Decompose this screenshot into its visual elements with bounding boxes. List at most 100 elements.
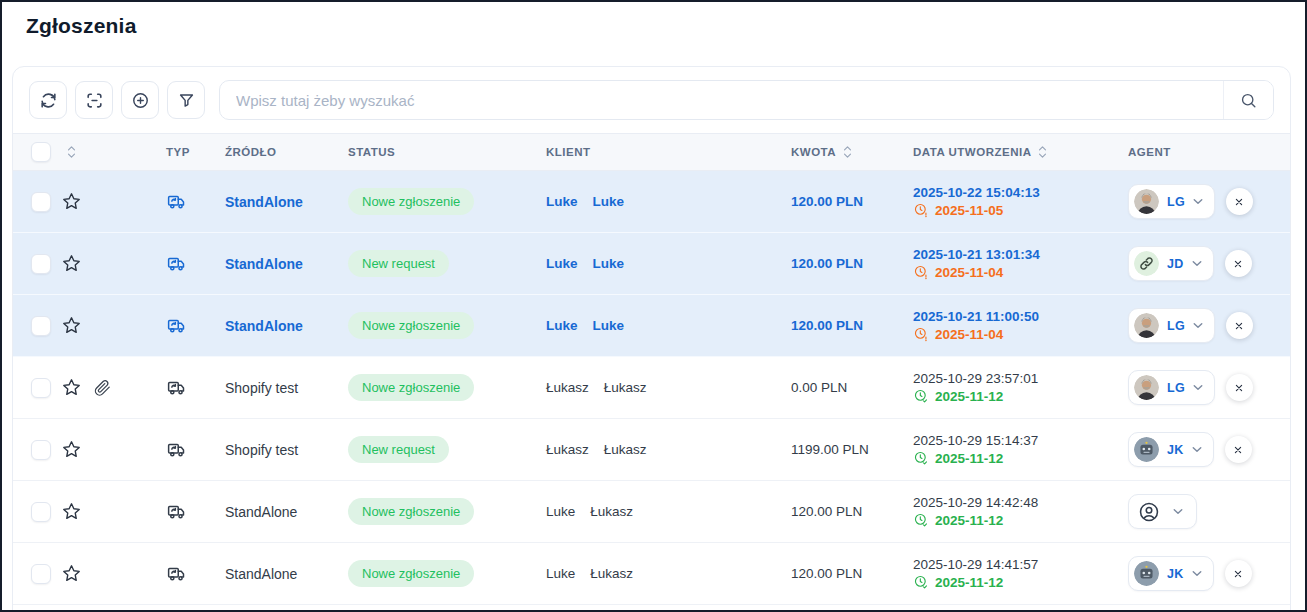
remove-agent-button[interactable] [1226, 374, 1253, 401]
agent-initials: JK [1167, 567, 1184, 581]
status-badge: New request [348, 436, 449, 463]
sort-icon [843, 145, 852, 159]
due-date-value: 2025-11-04 [935, 265, 1003, 280]
row-checkbox[interactable] [31, 378, 51, 398]
row-checkbox[interactable] [31, 316, 51, 336]
close-icon [1231, 257, 1245, 271]
due-date-value: 2025-11-12 [935, 451, 1003, 466]
column-status: STATUS [348, 146, 546, 158]
client-name: Luke Łukasz [546, 504, 791, 519]
column-agent: AGENT [1128, 146, 1290, 158]
clock-icon [913, 512, 929, 528]
due-date-value: 2025-11-04 [935, 327, 1003, 342]
star-icon[interactable] [61, 253, 82, 274]
agent-select[interactable]: JK [1128, 556, 1214, 591]
remove-agent-button[interactable] [1226, 188, 1253, 215]
row-checkbox[interactable] [31, 564, 51, 584]
due-date: 2025-11-04 [913, 264, 1128, 280]
due-date-value: 2025-11-12 [935, 513, 1003, 528]
truck-icon [166, 253, 187, 274]
refresh-button[interactable] [29, 81, 67, 119]
remove-agent-button[interactable] [1226, 312, 1253, 339]
agent-initials: LG [1167, 195, 1185, 209]
truck-icon [166, 501, 187, 522]
truck-icon [166, 377, 187, 398]
created-timestamp: 2025-10-29 15:14:37 [913, 433, 1128, 448]
client-last-name: Łukasz [604, 442, 647, 457]
star-icon[interactable] [61, 439, 82, 460]
amount-value: 0.00 PLN [791, 380, 913, 395]
amount-value: 120.00 PLN [791, 566, 913, 581]
requests-panel: TYP ŹRÓDŁO STATUS KLIENT KWOTA DATA UTWO… [12, 66, 1291, 612]
person-circle-icon [1138, 501, 1160, 523]
client-first-name: Luke [546, 318, 578, 333]
due-date: 2025-11-12 [913, 450, 1128, 466]
refresh-icon [39, 91, 58, 110]
source-label: Shopify test [225, 380, 348, 396]
row-checkbox[interactable] [31, 440, 51, 460]
sort-amount[interactable] [843, 145, 852, 159]
select-all-checkbox[interactable] [31, 142, 51, 162]
created-timestamp: 2025-10-21 13:01:34 [913, 247, 1128, 262]
agent-photo-avatar [1134, 375, 1159, 400]
client-first-name: Luke [546, 566, 575, 581]
search-input[interactable] [220, 81, 1223, 119]
star-icon[interactable] [61, 501, 82, 522]
client-last-name: Łukasz [590, 566, 633, 581]
close-icon [1232, 381, 1246, 395]
table-row[interactable]: StandAlone Nowe zgłoszenie Luke Luke 120… [13, 171, 1290, 233]
agent-select[interactable]: LG [1128, 184, 1215, 219]
star-icon[interactable] [61, 191, 82, 212]
star-icon[interactable] [61, 377, 82, 398]
sort-toggle[interactable] [67, 145, 76, 159]
client-last-name: Luke [593, 194, 625, 209]
table-row[interactable]: StandAlone Nowe zgłoszenie Luke Łukasz 1… [13, 481, 1290, 543]
star-icon[interactable] [61, 563, 82, 584]
close-icon [1231, 443, 1245, 457]
table-row[interactable]: StandAlone New request Luke Luke 120.00 … [13, 233, 1290, 295]
client-first-name: Luke [546, 194, 578, 209]
due-date: 2025-11-12 [913, 388, 1128, 404]
remove-agent-button[interactable] [1225, 250, 1252, 277]
row-checkbox[interactable] [31, 192, 51, 212]
remove-agent-button[interactable] [1225, 560, 1252, 587]
agent-photo-avatar [1134, 313, 1159, 338]
add-icon [131, 91, 150, 110]
agent-robot-avatar [1134, 437, 1159, 462]
sort-created[interactable] [1038, 145, 1047, 159]
remove-agent-button[interactable] [1225, 436, 1252, 463]
table-row[interactable]: Shopify test Nowe zgłoszenie Łukasz Łuka… [13, 357, 1290, 419]
clock-icon [913, 388, 929, 404]
table-row[interactable]: Shopify test New request Łukasz Łukasz 1… [13, 419, 1290, 481]
status-badge: Nowe zgłoszenie [348, 560, 474, 587]
table-row[interactable]: StandAlone Nowe zgłoszenie Luke Luke 120… [13, 295, 1290, 357]
agent-robot-avatar [1134, 561, 1159, 586]
add-button[interactable] [121, 81, 159, 119]
agent-initials: JD [1167, 257, 1184, 271]
star-icon[interactable] [61, 315, 82, 336]
table-body: StandAlone Nowe zgłoszenie Luke Luke 120… [13, 171, 1290, 605]
row-checkbox[interactable] [31, 254, 51, 274]
client-last-name: Łukasz [604, 380, 647, 395]
chevron-down-icon [1193, 198, 1203, 205]
client-first-name: Luke [546, 504, 575, 519]
status-badge: Nowe zgłoszenie [348, 188, 474, 215]
table-row[interactable]: StandAlone Nowe zgłoszenie Luke Łukasz 1… [13, 543, 1290, 605]
close-icon [1232, 195, 1246, 209]
row-checkbox[interactable] [31, 502, 51, 522]
client-name: Luke Luke [546, 318, 791, 333]
chevron-down-icon [1173, 508, 1183, 515]
agent-select[interactable]: JD [1128, 246, 1214, 281]
client-last-name: Luke [593, 256, 625, 271]
search-icon [1239, 91, 1258, 110]
search-button[interactable] [1223, 81, 1273, 119]
column-source: ŹRÓDŁO [225, 146, 348, 158]
filter-button[interactable] [167, 81, 205, 119]
agent-select[interactable]: LG [1128, 370, 1215, 405]
clock-icon [913, 450, 929, 466]
column-typ: TYP [166, 146, 225, 158]
agent-select[interactable] [1128, 494, 1197, 529]
scan-button[interactable] [75, 81, 113, 119]
agent-select[interactable]: JK [1128, 432, 1214, 467]
agent-select[interactable]: LG [1128, 308, 1215, 343]
